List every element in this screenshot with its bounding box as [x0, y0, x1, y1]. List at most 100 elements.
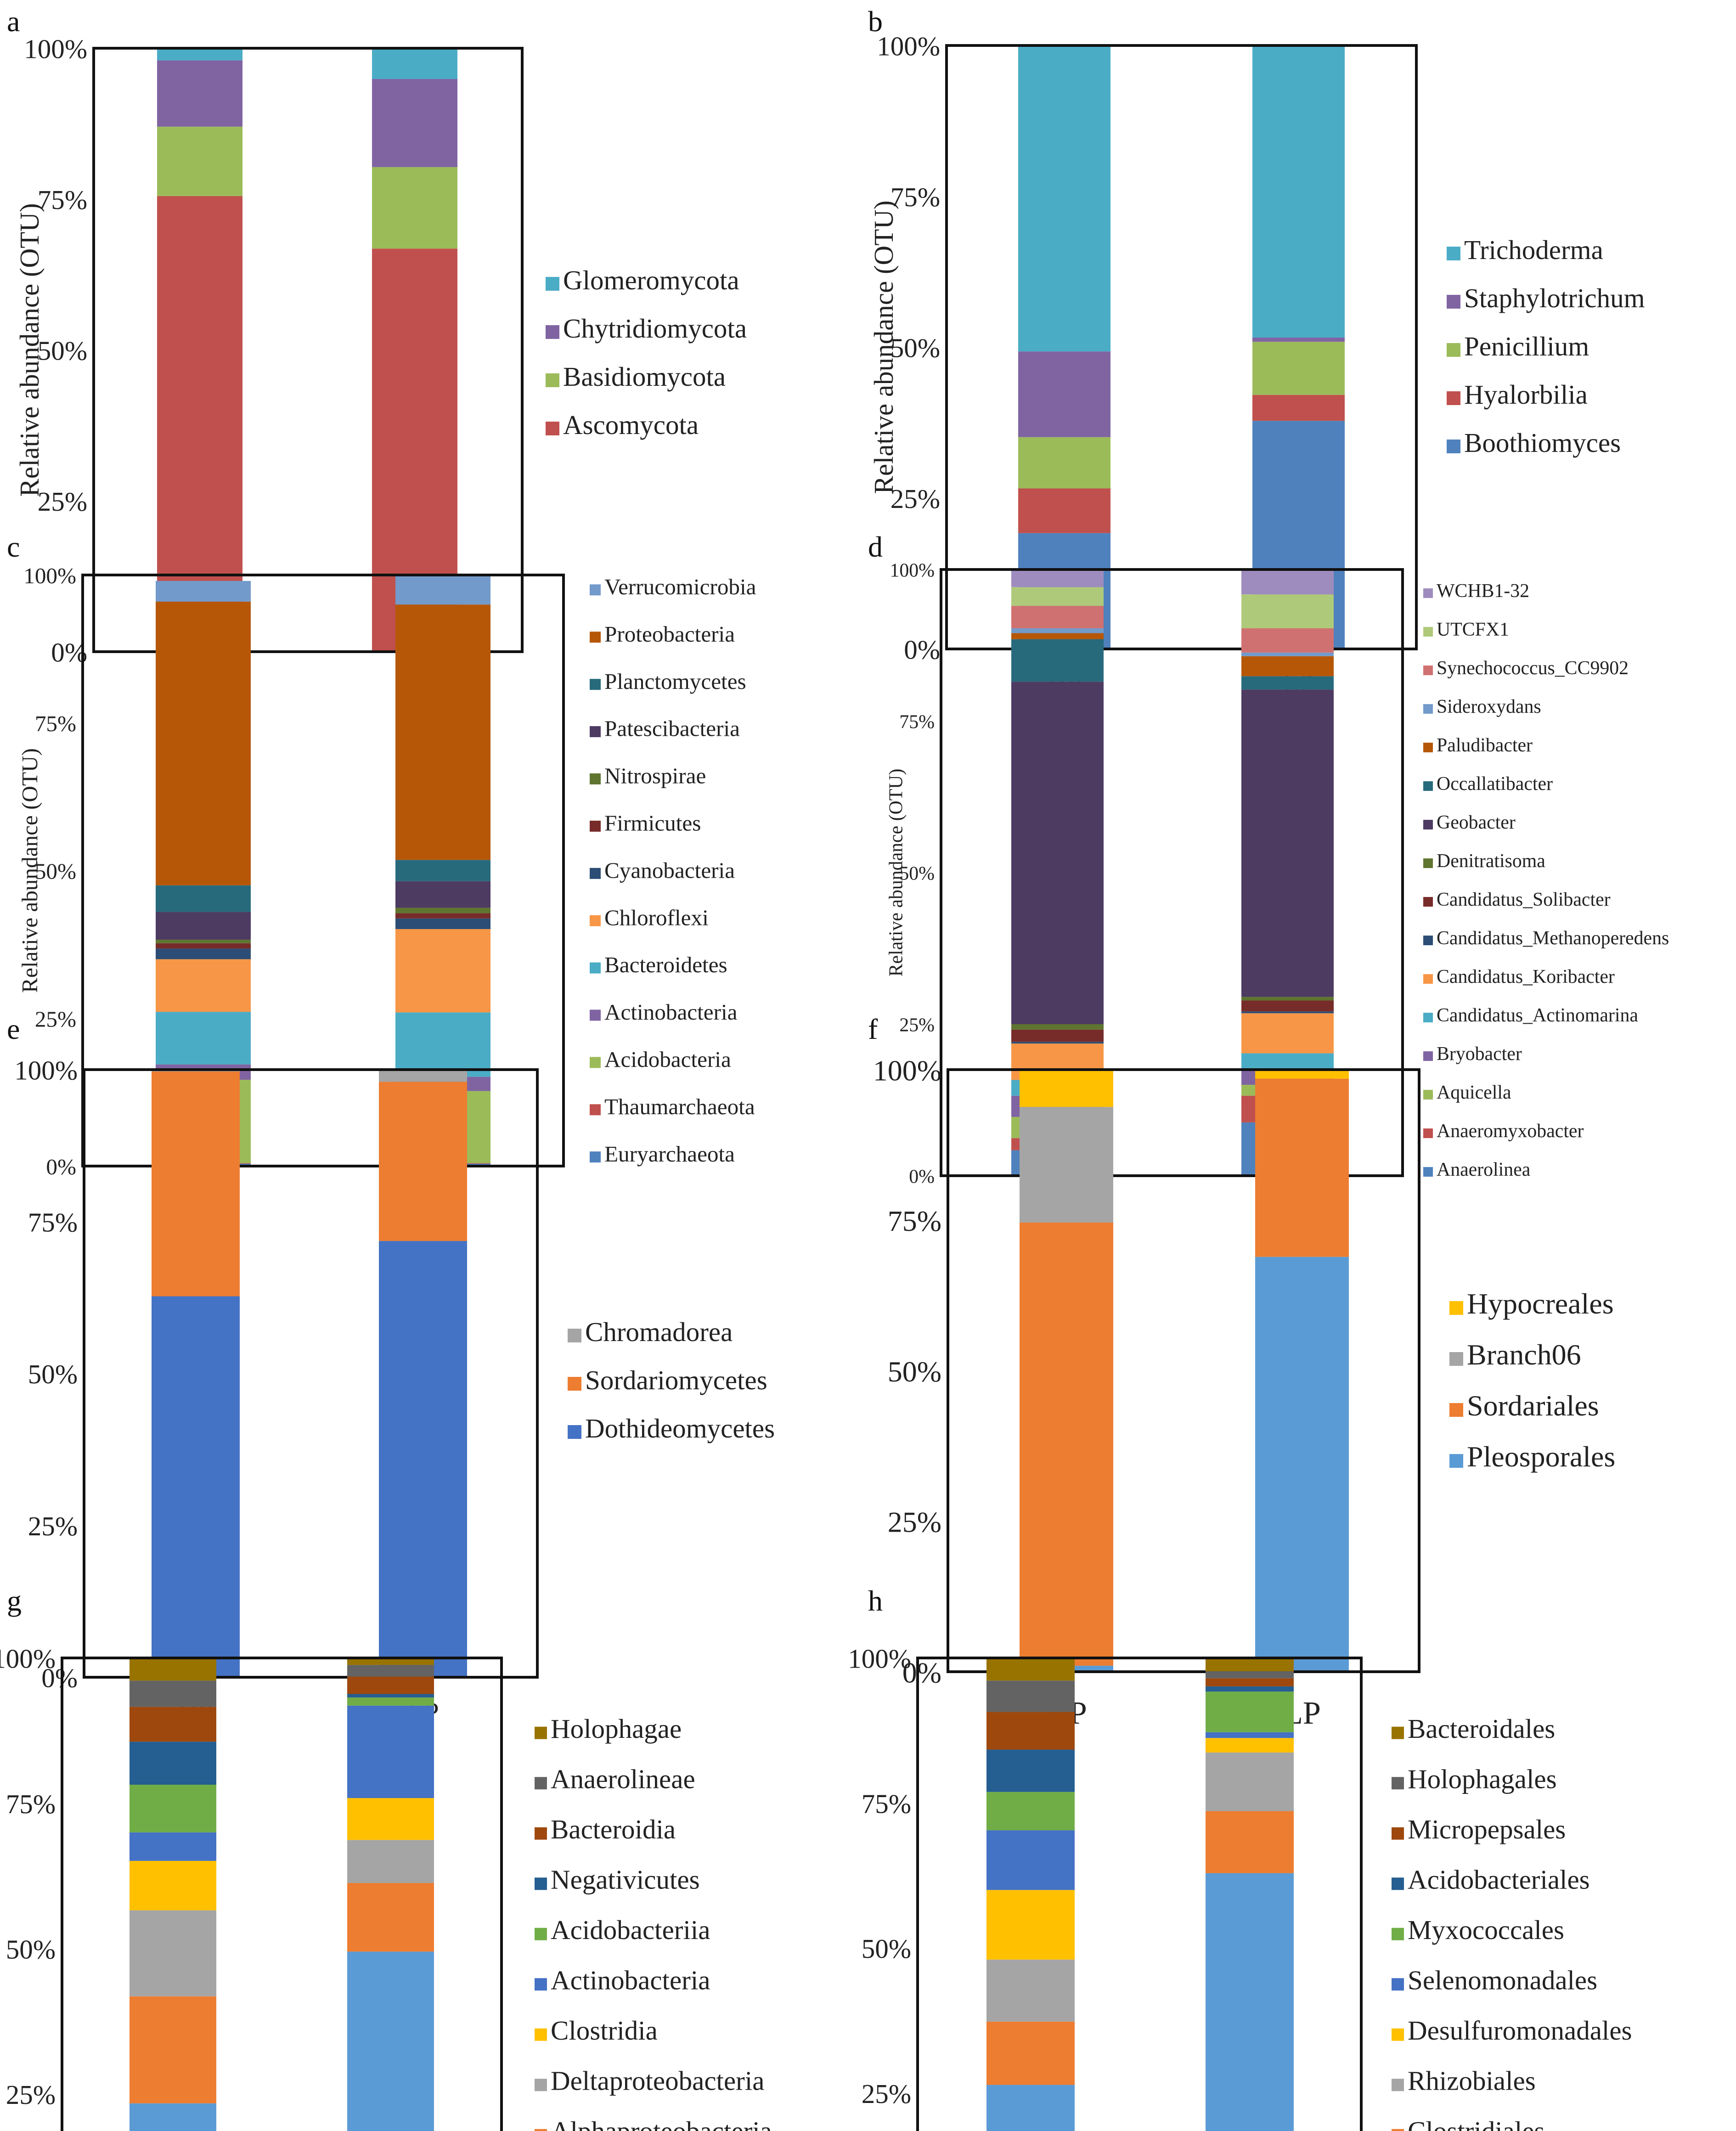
legend-swatch: [1392, 2028, 1404, 2041]
legend-swatch: [590, 1057, 601, 1068]
legend-item: Paludibacter: [1423, 735, 1533, 756]
legend-label: Desulfuromonadales: [1408, 2015, 1632, 2046]
bar-stack-lp: [379, 1070, 467, 1677]
y-tick-label: 100%: [890, 560, 935, 581]
bar-segment-occallatibacter: [1241, 676, 1334, 690]
legend-item: Acidobacteriales: [1392, 1865, 1590, 1895]
legend-label: Dothideomycetes: [585, 1413, 775, 1443]
bar-segment-bacteroidia: [347, 1676, 434, 1694]
legend-swatch: [1392, 1978, 1404, 1991]
bar-segment-geobacter: [1011, 682, 1104, 1024]
y-tick-label: 75%: [6, 1789, 56, 1819]
legend-item: Euryarchaeota: [590, 1141, 735, 1167]
legend-item: Pleosporales: [1449, 1440, 1615, 1473]
plot-frame: [916, 1657, 1363, 2131]
legend-swatch: [1423, 588, 1433, 598]
legend-label: Ascomycota: [563, 410, 699, 440]
legend-label: Penicillium: [1464, 331, 1589, 361]
legend-item: Sideroxydans: [1423, 696, 1541, 717]
legend-item: Candidatus_Actinomarina: [1423, 1005, 1638, 1026]
bar-segment-myxococcales: [1206, 1691, 1294, 1732]
legend-item: Chloroflexi: [590, 905, 709, 930]
legend-item: Boothiomyces: [1447, 428, 1621, 458]
panel-b: bHPLP0%25%50%75%100%Relative abundance (…: [868, 0, 1736, 699]
bar-segment-sordariales: [1020, 1222, 1113, 1666]
bar-segment-clostridiales: [986, 2021, 1075, 2085]
bar-segment-candidatus-solibacter: [1011, 1029, 1104, 1042]
y-tick-label: 25%: [888, 1506, 941, 1539]
legend-swatch: [590, 1104, 601, 1116]
panel-c: cHPLP0%25%50%75%100%Relative abundance (…: [0, 528, 868, 1207]
y-tick-label: 50%: [899, 863, 935, 884]
bar-segment-synechococcus-cc9902: [1241, 628, 1334, 653]
legend-swatch: [1447, 391, 1460, 405]
legend-item: Acidobacteria: [590, 1047, 731, 1072]
legend-swatch: [590, 773, 601, 784]
y-tick-label: 75%: [38, 185, 87, 215]
y-tick-label: 0%: [904, 635, 940, 665]
y-tick-label: 25%: [862, 2079, 911, 2109]
bar-segment-sordariomycetes: [379, 1082, 467, 1241]
bar-segment-holophagae: [347, 1658, 434, 1665]
legend: Bacteroidales Holophagales Micropepsales Ac…: [1392, 1714, 1632, 2131]
legend-item: Occallatibacter: [1423, 773, 1553, 795]
bar-segment-chromadorea: [379, 1070, 467, 1082]
legend: Hypocreales Branch06 Sordariales Pleosporal…: [1449, 1287, 1615, 1473]
y-tick-label: 100%: [23, 563, 76, 588]
bar-segment-cyanobacteria: [156, 948, 251, 959]
legend-item: Bacteroidetes: [590, 952, 727, 977]
bar-segment-holophagales: [1206, 1671, 1294, 1679]
y-tick-label: 75%: [899, 711, 935, 733]
bar-segment-trichoderma: [1252, 45, 1345, 338]
legend-label: Glomeromycota: [563, 265, 739, 295]
bar-segment-planctomycetes: [395, 860, 490, 881]
bar-segment-staphylotrichum: [1252, 337, 1345, 342]
bar-segment-synechococcus-cc9902: [1011, 606, 1104, 629]
y-axis-label: Relative abundance (OTU): [17, 748, 42, 993]
legend-swatch: [590, 915, 601, 926]
legend-item: Anaerolinea: [1423, 1159, 1530, 1180]
bar-segment-myxococcales: [986, 1792, 1075, 1831]
legend-label: Candidatus_Actinomarina: [1437, 1005, 1638, 1026]
bar-segment-firmicutes: [156, 943, 251, 949]
panel-letter: a: [7, 5, 20, 38]
bar-segment-chloroflexi: [395, 929, 490, 1013]
legend-item: Verrucomicrobia: [590, 574, 756, 599]
legend-swatch: [590, 820, 601, 832]
legend-label: Euryarchaeota: [604, 1141, 735, 1167]
bar-segment-chloroflexi: [156, 959, 251, 1012]
legend-swatch: [546, 325, 559, 339]
legend-label: Patescibacteria: [604, 716, 740, 741]
legend-swatch: [1423, 1128, 1433, 1139]
legend-label: Actinobacteria: [551, 1965, 710, 1996]
legend: Glomeromycota Chytridiomycota Basidiomycot…: [546, 265, 747, 440]
legend-swatch: [590, 1009, 601, 1021]
bar-stack-lp: [395, 575, 490, 1166]
legend-swatch: [1423, 704, 1433, 714]
stacked-bar-chart-h: LPHP0%25%50%75%100%BacteroidalesHolophag…: [848, 1644, 1632, 2131]
legend-swatch: [1392, 2129, 1404, 2131]
bar-segment-acidobacteriia: [347, 1697, 434, 1706]
panel-e: eHPLP0%25%50%75%100%ChromadoreaSordariom…: [0, 1010, 868, 1727]
y-tick-label: 0%: [46, 1154, 76, 1179]
legend-label: Holophagales: [1408, 1764, 1557, 1794]
bar-segment-chytridiomycota: [157, 60, 242, 127]
legend-swatch: [590, 584, 601, 596]
legend-swatch: [1449, 1352, 1463, 1366]
panel-h: hLPHP0%25%50%75%100%BacteroidalesHolopha…: [848, 1575, 1736, 2131]
legend-swatch: [590, 631, 601, 643]
bar-segment-glomeromycota: [157, 48, 242, 61]
legend-item: Candidatus_Koribacter: [1423, 966, 1615, 987]
legend-label: Basidiomycota: [563, 361, 726, 392]
y-tick-label: 75%: [862, 1788, 911, 1819]
bar-segment-hyalorbilia: [1018, 488, 1110, 533]
bar-stack-hp: [152, 1070, 240, 1677]
bar-segment-wchb1-32: [1241, 569, 1334, 595]
bar-segment-proteobacteria: [395, 604, 490, 860]
bar-segment-firmicutes: [395, 913, 490, 919]
legend: Holophagae Anaerolineae Bacteroidia Negativ…: [535, 1714, 772, 2131]
bar-segment-hyalorbilia: [1252, 395, 1345, 421]
legend-swatch: [1392, 1777, 1404, 1790]
legend-label: Planctomycetes: [604, 669, 746, 694]
bar-segment-wchb1-32: [1011, 569, 1104, 587]
